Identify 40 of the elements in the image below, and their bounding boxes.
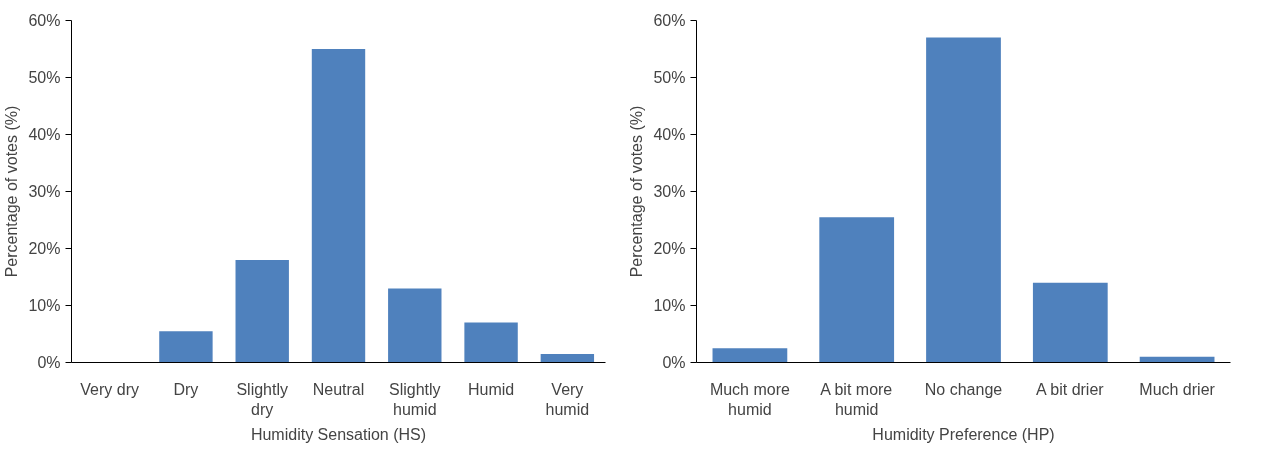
y-tick-label: 60% <box>653 12 686 29</box>
y-tick-label: 50% <box>653 69 686 86</box>
bar <box>311 49 366 363</box>
y-tick-label: 50% <box>28 69 61 86</box>
y-tick-label: 0% <box>37 354 61 371</box>
x-tick-label: Very dry <box>80 380 139 398</box>
bar <box>819 217 895 363</box>
x-tick-label: Much drier <box>1139 380 1216 398</box>
bar <box>540 353 595 363</box>
y-axis-title: Percentage of votes (%) <box>628 105 646 278</box>
bar <box>388 288 442 363</box>
bar <box>712 348 788 363</box>
x-tick-label: Very humid <box>545 380 590 418</box>
y-tick-label: 0% <box>662 354 686 371</box>
x-tick-label: Slightly dry <box>236 380 288 418</box>
x-tick-label: Slightly humid <box>389 380 441 418</box>
bar <box>464 322 518 363</box>
x-tick-label: Neutral <box>312 380 365 398</box>
y-tick-label: 10% <box>653 297 686 314</box>
x-tick-label: A bit more humid <box>820 380 893 418</box>
y-tick-label: 40% <box>653 126 686 143</box>
x-axis-title: Humidity Sensation (HS) <box>250 425 427 443</box>
y-axis-title: Percentage of votes (%) <box>3 105 21 278</box>
bar <box>1032 282 1108 363</box>
y-tick-label: 20% <box>653 240 686 257</box>
bar <box>159 331 213 363</box>
y-tick-label: 30% <box>28 183 61 200</box>
bar <box>926 37 1001 363</box>
x-axis-title: Humidity Preference (HP) <box>872 425 1055 443</box>
y-tick-label: 30% <box>653 183 686 200</box>
y-tick-label: 40% <box>28 126 61 143</box>
x-tick-label: Much more humid <box>709 380 791 418</box>
x-tick-label: No change <box>924 380 1003 398</box>
x-tick-label: Humid <box>467 380 515 398</box>
y-tick-label: 10% <box>28 297 61 314</box>
x-tick-label: Dry <box>173 380 199 398</box>
bar <box>235 259 289 363</box>
y-tick-label: 60% <box>28 12 61 29</box>
x-tick-label: A bit drier <box>1036 380 1105 398</box>
y-tick-label: 20% <box>28 240 61 257</box>
